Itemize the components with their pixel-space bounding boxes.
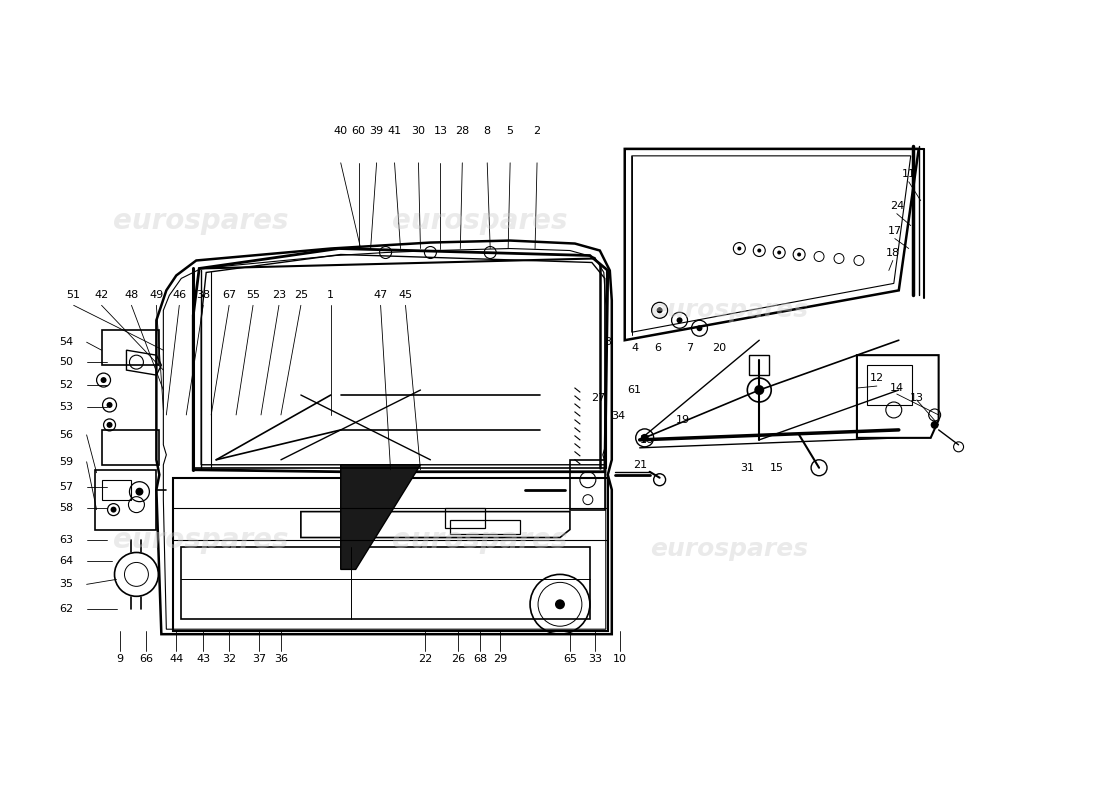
Text: 6: 6 (654, 343, 661, 353)
Text: 65: 65 (563, 654, 576, 664)
Text: 22: 22 (418, 654, 432, 664)
Text: 33: 33 (587, 654, 602, 664)
Text: eurospares: eurospares (393, 206, 568, 234)
Circle shape (798, 253, 801, 257)
Text: 56: 56 (59, 430, 74, 440)
Text: 63: 63 (59, 534, 74, 545)
Text: 53: 53 (59, 402, 74, 412)
Circle shape (737, 246, 741, 250)
Text: 35: 35 (59, 579, 74, 590)
Text: 34: 34 (610, 411, 625, 421)
Text: 17: 17 (888, 226, 902, 235)
Text: 61: 61 (628, 385, 641, 395)
Text: 10: 10 (613, 654, 627, 664)
Text: 13: 13 (433, 126, 448, 136)
Text: 25: 25 (294, 290, 308, 300)
Text: eurospares: eurospares (650, 538, 808, 562)
Text: 58: 58 (59, 502, 74, 513)
Text: 40: 40 (333, 126, 348, 136)
Circle shape (657, 307, 662, 314)
Text: 43: 43 (196, 654, 210, 664)
Text: 24: 24 (890, 201, 904, 210)
Text: 23: 23 (272, 290, 286, 300)
Text: 68: 68 (473, 654, 487, 664)
Text: 29: 29 (493, 654, 507, 664)
Text: 66: 66 (140, 654, 153, 664)
Text: 60: 60 (352, 126, 365, 136)
Text: 12: 12 (870, 373, 884, 383)
Text: 32: 32 (222, 654, 236, 664)
Circle shape (931, 421, 938, 429)
Circle shape (107, 422, 112, 428)
Text: 67: 67 (222, 290, 236, 300)
Text: 19: 19 (675, 415, 690, 425)
Text: 49: 49 (150, 290, 164, 300)
Bar (867, 365, 912, 405)
Text: 9: 9 (116, 654, 123, 664)
Text: 37: 37 (252, 654, 266, 664)
Text: 62: 62 (59, 604, 74, 614)
Bar (749, 355, 769, 375)
Text: 4: 4 (631, 343, 638, 353)
Polygon shape (341, 465, 420, 570)
Text: 27: 27 (591, 393, 605, 403)
Text: 31: 31 (740, 462, 755, 473)
Text: 16: 16 (640, 435, 653, 445)
Bar (101, 480, 132, 500)
Text: 59: 59 (59, 457, 74, 466)
Text: 21: 21 (632, 460, 647, 470)
Text: 3: 3 (604, 338, 612, 347)
Text: 8: 8 (484, 126, 491, 136)
Text: 50: 50 (59, 357, 74, 367)
Text: 20: 20 (713, 343, 726, 353)
Text: 45: 45 (398, 290, 412, 300)
Text: 38: 38 (196, 290, 210, 300)
Text: 26: 26 (451, 654, 465, 664)
Text: 64: 64 (59, 557, 74, 566)
Text: 57: 57 (59, 482, 74, 492)
Text: 18: 18 (886, 247, 900, 258)
Text: eurospares: eurospares (650, 298, 808, 322)
Bar (446, 508, 485, 527)
Text: 7: 7 (686, 343, 693, 353)
Circle shape (100, 377, 107, 383)
Text: 46: 46 (173, 290, 186, 300)
Text: 14: 14 (890, 383, 904, 393)
Circle shape (135, 488, 143, 496)
Text: 13: 13 (910, 393, 924, 403)
Text: 5: 5 (507, 126, 514, 136)
Circle shape (676, 318, 682, 323)
Text: 47: 47 (374, 290, 387, 300)
Circle shape (696, 326, 703, 331)
Text: 48: 48 (124, 290, 139, 300)
Text: 52: 52 (59, 380, 74, 390)
Text: 55: 55 (246, 290, 260, 300)
Circle shape (556, 599, 565, 610)
Text: eurospares: eurospares (113, 206, 289, 234)
Text: 41: 41 (387, 126, 402, 136)
Text: 30: 30 (411, 126, 426, 136)
Circle shape (757, 249, 761, 253)
Text: 51: 51 (67, 290, 80, 300)
Text: 44: 44 (169, 654, 184, 664)
Text: 11: 11 (902, 169, 916, 178)
Circle shape (755, 385, 764, 395)
Text: eurospares: eurospares (113, 526, 289, 554)
Text: 42: 42 (95, 290, 109, 300)
Text: 39: 39 (370, 126, 384, 136)
Text: 15: 15 (770, 462, 784, 473)
Text: 28: 28 (455, 126, 470, 136)
Text: 2: 2 (534, 126, 540, 136)
Text: 36: 36 (274, 654, 288, 664)
Text: 1: 1 (328, 290, 334, 300)
Circle shape (107, 402, 112, 408)
Circle shape (778, 250, 781, 254)
Circle shape (640, 434, 649, 442)
Text: eurospares: eurospares (393, 526, 568, 554)
Text: 54: 54 (59, 338, 74, 347)
Circle shape (110, 506, 117, 513)
